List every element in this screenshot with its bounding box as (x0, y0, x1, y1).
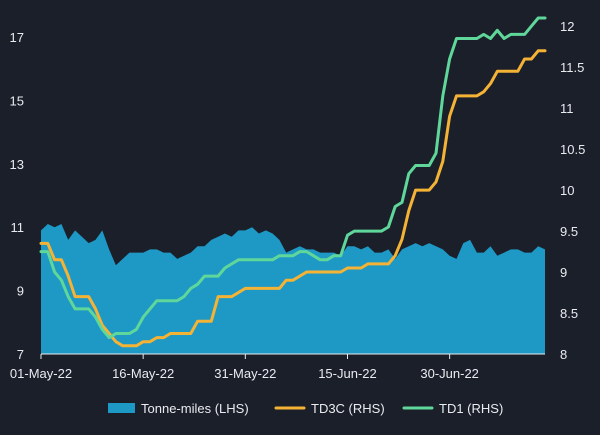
axis-layer (40, 353, 545, 359)
line-layer (39, 16, 547, 348)
y-left-tick-label: 15 (10, 93, 24, 108)
y-right-tick-label: 12 (560, 19, 574, 34)
series-tonne-miles-area (41, 224, 545, 354)
legend-label-tonne-miles: Tonne-miles (LHS) (141, 401, 249, 416)
y-right-tick-label: 10.5 (560, 142, 585, 157)
y-right-tick-label: 9.5 (560, 224, 578, 239)
y-left-tick-label: 9 (17, 284, 24, 299)
tick-layer: 01-May-22 16-May-22 31-May-22 15-Jun-22 30-J… (10, 19, 586, 381)
x-tick-label: 15-Jun-22 (318, 366, 377, 381)
y-left-tick-label: 11 (11, 220, 25, 235)
x-tick-label: 01-May-22 (10, 366, 72, 381)
legend-label-td1: TD1 (RHS) (439, 401, 503, 416)
y-right-tick-label: 11 (560, 101, 574, 116)
y-right-tick-label: 8.5 (560, 306, 578, 321)
y-right-tick-label: 10 (560, 183, 574, 198)
x-tick-label: 31-May-22 (214, 366, 276, 381)
y-right-tick-label: 11.5 (560, 60, 584, 75)
x-tick-label: 30-Jun-22 (420, 366, 479, 381)
legend: Tonne-miles (LHS) TD3C (RHS) TD1 (RHS) (108, 401, 503, 416)
y-left-tick-label: 17 (10, 30, 24, 45)
legend-label-td3c: TD3C (RHS) (311, 401, 385, 416)
x-tick-label: 16-May-22 (112, 366, 174, 381)
y-left-tick-label: 7 (17, 347, 24, 362)
series-td3c-line (39, 49, 547, 348)
legend-swatch-tonne-miles (108, 403, 135, 413)
y-right-tick-label: 8 (560, 347, 567, 362)
series-td1-line (39, 16, 547, 340)
y-left-tick-label: 13 (10, 157, 24, 172)
y-right-tick-label: 9 (560, 265, 567, 280)
area-layer (41, 224, 545, 354)
